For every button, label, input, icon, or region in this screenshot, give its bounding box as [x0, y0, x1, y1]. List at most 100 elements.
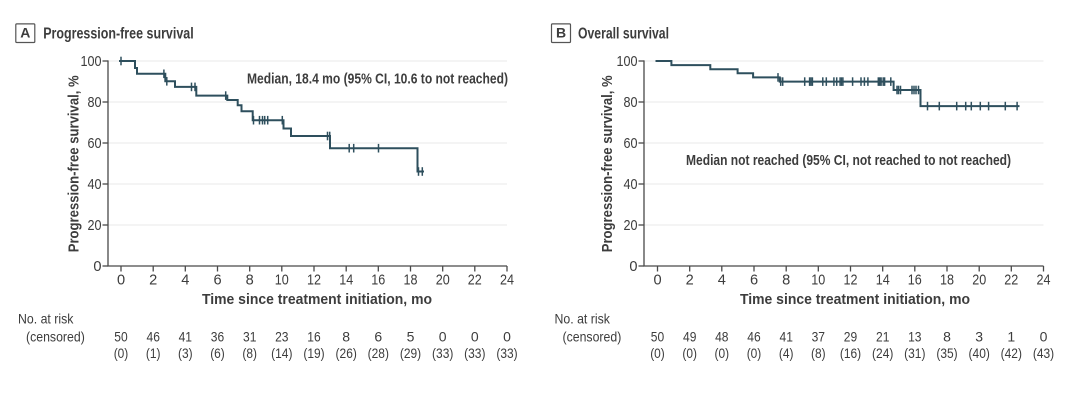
svg-text:(33): (33)	[496, 345, 517, 361]
svg-text:Median, 18.4 mo (95% CI, 10.6: Median, 18.4 mo (95% CI, 10.6 to not rea…	[247, 72, 508, 88]
svg-text:46: 46	[747, 329, 761, 345]
svg-text:6: 6	[750, 273, 758, 289]
svg-text:23: 23	[275, 329, 289, 345]
svg-text:0: 0	[653, 273, 661, 289]
svg-text:49: 49	[683, 329, 697, 345]
svg-text:8: 8	[782, 273, 790, 289]
svg-text:(0): (0)	[715, 345, 730, 361]
svg-text:18: 18	[940, 273, 954, 289]
svg-text:Progression-free survival: Progression-free survival	[43, 25, 194, 42]
svg-text:46: 46	[147, 329, 161, 345]
svg-text:48: 48	[715, 329, 729, 345]
svg-text:(censored): (censored)	[26, 329, 85, 345]
svg-text:40: 40	[88, 177, 102, 193]
svg-text:(24): (24)	[872, 345, 893, 361]
svg-text:4: 4	[181, 273, 189, 289]
svg-text:3: 3	[975, 329, 983, 345]
svg-text:100: 100	[81, 54, 102, 70]
svg-text:41: 41	[780, 329, 794, 345]
svg-text:2: 2	[149, 273, 157, 289]
svg-text:13: 13	[908, 329, 922, 345]
svg-text:Time since treatment initiatio: Time since treatment initiation, mo	[202, 291, 432, 308]
svg-text:A: A	[20, 24, 30, 40]
svg-text:Overall survival: Overall survival	[578, 25, 669, 42]
svg-text:(3): (3)	[178, 345, 193, 361]
svg-text:60: 60	[88, 136, 102, 152]
svg-text:8: 8	[342, 329, 350, 345]
svg-text:6: 6	[213, 273, 221, 289]
svg-text:29: 29	[844, 329, 858, 345]
svg-text:16: 16	[908, 273, 922, 289]
svg-text:(43): (43)	[1033, 345, 1054, 361]
svg-text:No. at risk: No. at risk	[18, 311, 74, 327]
svg-text:Progression-free survival, %: Progression-free survival, %	[66, 75, 83, 252]
svg-text:(33): (33)	[432, 345, 453, 361]
svg-text:(28): (28)	[368, 345, 389, 361]
svg-text:(19): (19)	[303, 345, 324, 361]
svg-text:0: 0	[629, 259, 637, 275]
svg-text:(0): (0)	[114, 345, 129, 361]
svg-text:20: 20	[624, 218, 638, 234]
svg-text:8: 8	[943, 329, 951, 345]
svg-text:20: 20	[436, 273, 450, 289]
svg-text:(censored): (censored)	[563, 329, 622, 345]
svg-text:(6): (6)	[210, 345, 225, 361]
svg-text:21: 21	[876, 329, 890, 345]
svg-text:(35): (35)	[936, 345, 957, 361]
svg-text:(0): (0)	[747, 345, 762, 361]
svg-text:80: 80	[624, 95, 638, 111]
svg-text:14: 14	[876, 273, 890, 289]
svg-text:6: 6	[374, 329, 382, 345]
svg-text:(14): (14)	[271, 345, 292, 361]
svg-text:Progression-free survival, %: Progression-free survival, %	[599, 75, 616, 252]
svg-text:31: 31	[243, 329, 257, 345]
svg-text:(16): (16)	[840, 345, 861, 361]
svg-text:10: 10	[275, 273, 289, 289]
svg-text:0: 0	[117, 273, 125, 289]
svg-text:(0): (0)	[650, 345, 665, 361]
svg-text:Median not reached (95% CI, no: Median not reached (95% CI, not reached …	[686, 153, 1011, 169]
svg-text:37: 37	[812, 329, 826, 345]
svg-text:40: 40	[624, 177, 638, 193]
svg-text:(0): (0)	[682, 345, 697, 361]
svg-text:16: 16	[371, 273, 385, 289]
svg-text:18: 18	[404, 273, 418, 289]
svg-text:(42): (42)	[1001, 345, 1022, 361]
svg-text:20: 20	[972, 273, 986, 289]
svg-text:24: 24	[1037, 273, 1051, 289]
svg-text:0: 0	[471, 329, 479, 345]
svg-text:20: 20	[88, 218, 102, 234]
svg-text:8: 8	[246, 273, 254, 289]
svg-text:5: 5	[407, 329, 415, 345]
svg-text:4: 4	[718, 273, 726, 289]
svg-text:0: 0	[93, 259, 101, 275]
svg-text:22: 22	[1004, 273, 1018, 289]
svg-text:50: 50	[114, 329, 128, 345]
svg-text:(8): (8)	[242, 345, 257, 361]
svg-text:22: 22	[468, 273, 482, 289]
svg-text:0: 0	[439, 329, 447, 345]
svg-text:1: 1	[1007, 329, 1015, 345]
svg-text:36: 36	[211, 329, 225, 345]
svg-text:(26): (26)	[336, 345, 357, 361]
svg-text:14: 14	[339, 273, 353, 289]
svg-text:(4): (4)	[779, 345, 794, 361]
svg-text:(31): (31)	[904, 345, 925, 361]
svg-text:10: 10	[811, 273, 825, 289]
svg-text:12: 12	[844, 273, 858, 289]
svg-text:(8): (8)	[811, 345, 826, 361]
svg-text:50: 50	[651, 329, 665, 345]
svg-text:60: 60	[624, 136, 638, 152]
svg-text:B: B	[556, 24, 566, 40]
svg-text:16: 16	[307, 329, 321, 345]
svg-text:(29): (29)	[400, 345, 421, 361]
svg-text:41: 41	[179, 329, 193, 345]
svg-text:80: 80	[88, 95, 102, 111]
svg-text:24: 24	[500, 273, 514, 289]
svg-text:0: 0	[1040, 329, 1048, 345]
svg-text:(1): (1)	[146, 345, 161, 361]
svg-text:2: 2	[686, 273, 694, 289]
svg-text:(33): (33)	[464, 345, 485, 361]
svg-text:100: 100	[617, 54, 638, 70]
svg-text:No. at risk: No. at risk	[555, 311, 611, 327]
